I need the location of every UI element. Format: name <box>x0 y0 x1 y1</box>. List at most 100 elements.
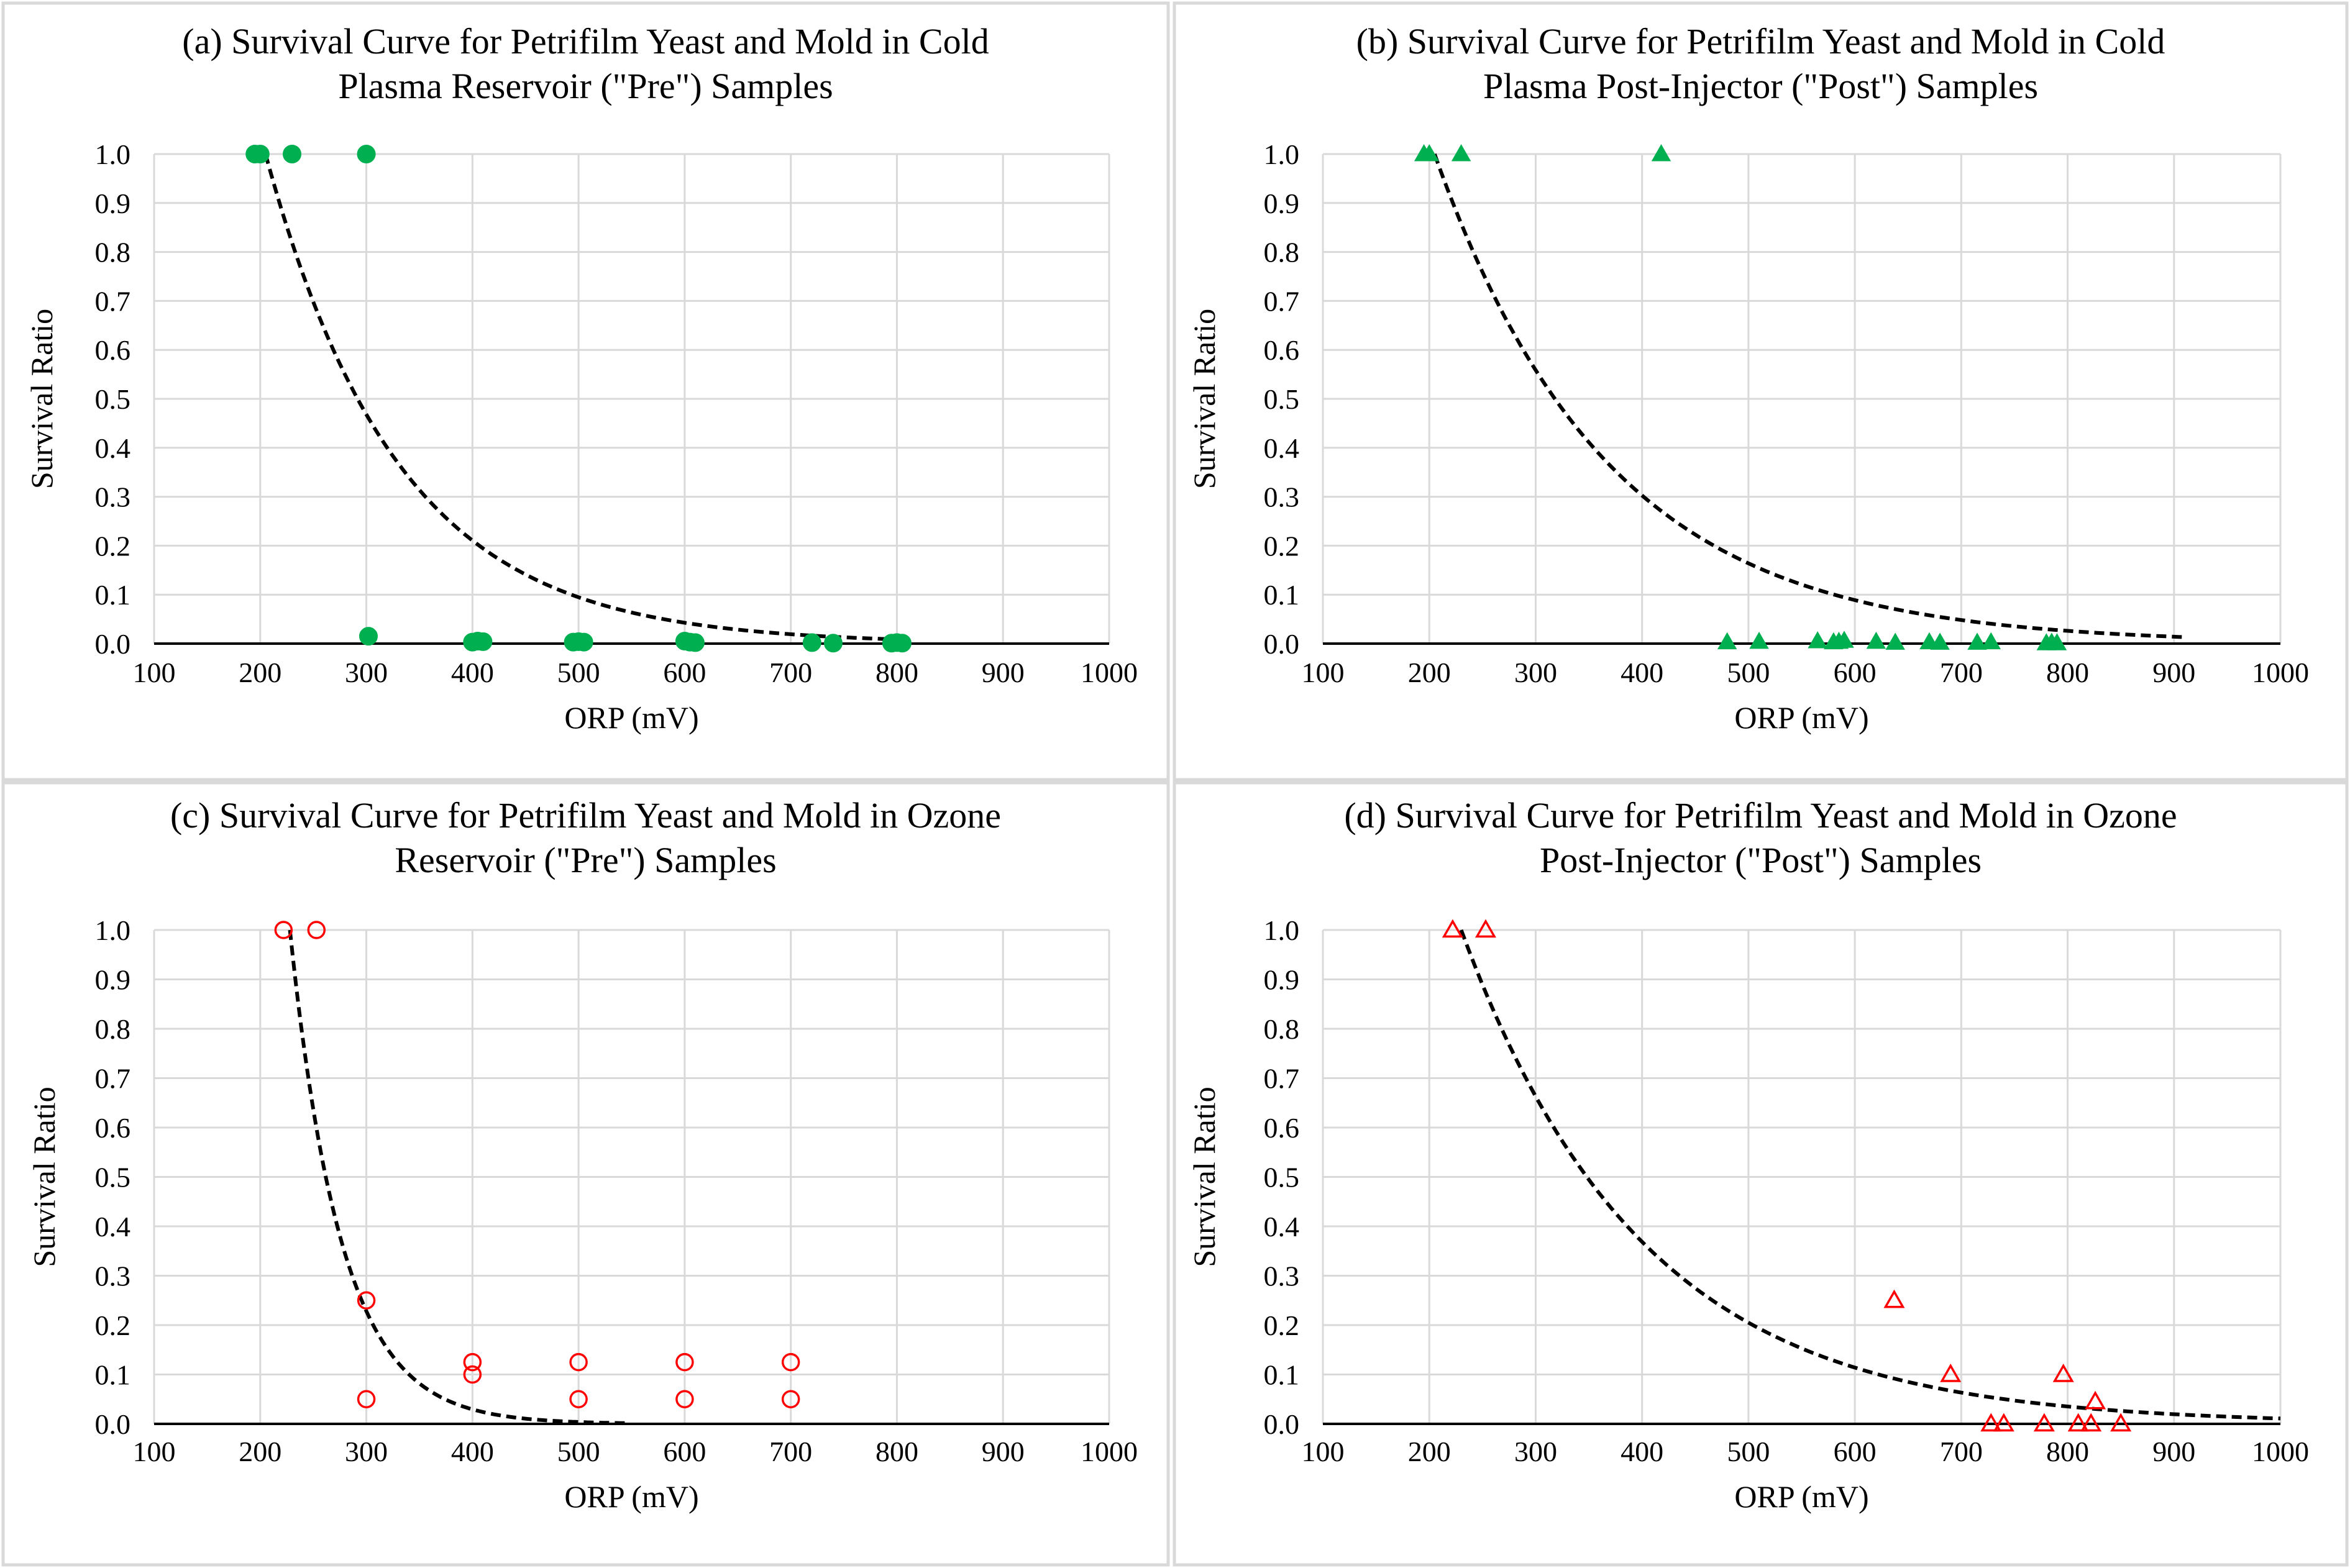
y-tick-label: 0.1 <box>95 579 131 611</box>
data-point <box>2047 633 2067 650</box>
x-tick-label: 1000 <box>2252 1436 2309 1467</box>
panel-border <box>1173 781 2349 1567</box>
x-tick-label: 300 <box>1514 657 1557 688</box>
data-point <box>1442 919 1463 938</box>
x-tick-label: 500 <box>1727 1436 1770 1467</box>
x-tick-label: 400 <box>451 657 494 688</box>
x-tick-label: 400 <box>1621 657 1663 688</box>
data-point <box>1808 631 1827 649</box>
y-tick-label: 0.5 <box>1264 383 1300 415</box>
y-axis-label: Survival Ratio <box>1187 309 1222 489</box>
y-tick-label: 0.2 <box>1264 1310 1300 1341</box>
chart-panel-2: (b) Survival Curve for Petrifilm Yeast a… <box>1173 1 2349 782</box>
y-tick-label: 0.7 <box>1264 285 1300 317</box>
y-tick-label: 0.8 <box>1264 237 1300 268</box>
y-tick-label: 0.7 <box>1264 1063 1300 1095</box>
x-tick-label: 300 <box>345 1436 388 1467</box>
data-point <box>274 921 293 939</box>
data-point <box>1883 1289 1905 1308</box>
y-tick-label: 0.9 <box>1264 188 1300 219</box>
data-point <box>2080 1413 2102 1432</box>
x-axis-label: ORP (mV) <box>1734 1479 1868 1514</box>
panel-border <box>1 781 1170 1567</box>
panel-border <box>1 1 1170 782</box>
data-point <box>574 632 593 652</box>
data-point <box>473 632 493 651</box>
x-axis-label: ORP (mV) <box>564 700 698 735</box>
y-tick-label: 1.0 <box>1264 914 1300 946</box>
x-tick-label: 400 <box>451 1436 494 1467</box>
chart-panel-3: (c) Survival Curve for Petrifilm Yeast a… <box>1 781 1170 1567</box>
data-point <box>357 1390 376 1408</box>
data-point <box>1451 144 1471 162</box>
y-tick-label: 1.0 <box>95 914 131 946</box>
fitted-curve <box>263 153 897 642</box>
data-point <box>1967 632 1987 650</box>
y-tick-label: 0.0 <box>1264 628 1300 660</box>
data-point <box>250 145 270 163</box>
x-tick-label: 900 <box>2152 1436 2195 1467</box>
y-tick-label: 0.6 <box>95 334 131 366</box>
x-tick-label: 200 <box>1408 657 1451 688</box>
data-point <box>2033 1413 2055 1432</box>
chart-title-line: (c) Survival Curve for Petrifilm Yeast a… <box>170 795 1001 836</box>
data-point <box>823 634 843 653</box>
x-tick-label: 600 <box>1834 1436 1877 1467</box>
x-tick-label: 600 <box>1834 657 1877 688</box>
x-tick-label: 1000 <box>1081 657 1138 688</box>
x-tick-label: 700 <box>769 657 812 688</box>
y-tick-label: 0.7 <box>95 285 131 317</box>
data-point <box>781 1352 800 1372</box>
x-tick-label: 1000 <box>2252 657 2309 688</box>
data-point <box>307 921 326 939</box>
data-point <box>675 1352 694 1372</box>
data-point <box>2067 1413 2089 1432</box>
data-point <box>685 633 705 652</box>
y-tick-label: 0.0 <box>95 628 131 660</box>
fitted-curve <box>288 929 627 1425</box>
data-point <box>1749 631 1769 649</box>
y-axis-label: Survival Ratio <box>24 309 59 489</box>
y-tick-label: 0.6 <box>95 1112 131 1144</box>
x-tick-label: 200 <box>239 657 281 688</box>
data-point <box>2110 1413 2132 1432</box>
y-tick-label: 0.1 <box>1264 579 1300 611</box>
y-tick-label: 0.4 <box>95 1211 131 1242</box>
data-point <box>1651 144 1671 162</box>
data-point <box>2085 1390 2106 1410</box>
y-tick-label: 0.8 <box>95 1013 131 1045</box>
x-tick-label: 700 <box>1940 657 1983 688</box>
data-point <box>1866 631 1886 649</box>
data-point <box>357 145 376 163</box>
data-point <box>802 633 821 652</box>
x-tick-label: 100 <box>133 1436 176 1467</box>
y-tick-label: 0.9 <box>95 188 131 219</box>
data-point <box>359 627 378 646</box>
x-tick-label: 800 <box>876 1436 918 1467</box>
y-tick-label: 0.7 <box>95 1063 131 1095</box>
x-tick-label: 800 <box>2046 657 2089 688</box>
data-point <box>1980 1413 2002 1432</box>
data-point <box>1419 144 1439 162</box>
y-tick-label: 0.2 <box>95 530 131 562</box>
data-point <box>1834 631 1854 648</box>
data-point <box>1940 1363 1962 1382</box>
y-tick-label: 0.3 <box>95 481 131 513</box>
x-tick-label: 300 <box>345 657 388 688</box>
y-tick-label: 0.5 <box>1264 1162 1300 1193</box>
y-tick-label: 0.5 <box>95 383 131 415</box>
y-tick-label: 0.2 <box>1264 530 1300 562</box>
fitted-curve <box>1459 929 2281 1421</box>
y-tick-label: 0.2 <box>95 1310 131 1341</box>
y-tick-label: 0.4 <box>95 432 131 464</box>
x-tick-label: 100 <box>133 657 176 688</box>
data-point <box>1930 632 1950 650</box>
y-tick-label: 1.0 <box>1264 139 1300 170</box>
data-point <box>357 1291 376 1310</box>
data-point <box>1474 919 1496 938</box>
data-point <box>1981 632 2001 650</box>
data-point <box>463 1352 482 1372</box>
x-tick-label: 200 <box>1408 1436 1451 1467</box>
x-tick-label: 200 <box>239 1436 281 1467</box>
